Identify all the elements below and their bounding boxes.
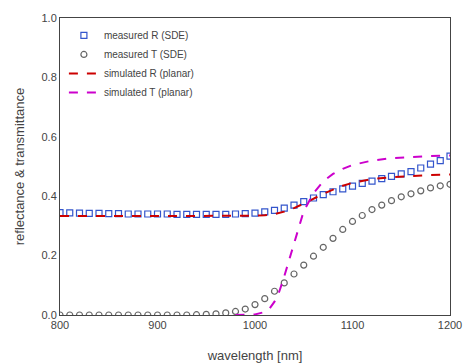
svg-text:0.0: 0.0 [42, 309, 57, 321]
svg-text:0.8: 0.8 [42, 71, 57, 83]
svg-text:measured R (SDE): measured R (SDE) [104, 30, 188, 41]
svg-text:1.0: 1.0 [42, 12, 57, 24]
svg-text:wavelength [nm]: wavelength [nm] [207, 348, 303, 363]
svg-text:0.6: 0.6 [42, 131, 57, 143]
svg-text:simulated R (planar): simulated R (planar) [104, 68, 194, 79]
svg-text:1000: 1000 [243, 319, 267, 331]
svg-text:900: 900 [148, 319, 166, 331]
svg-text:reflectance & transmittance: reflectance & transmittance [12, 88, 27, 246]
svg-text:1200: 1200 [438, 319, 462, 331]
svg-text:0.4: 0.4 [42, 190, 57, 202]
svg-text:800: 800 [51, 319, 69, 331]
svg-text:simulated T (planar): simulated T (planar) [104, 87, 193, 98]
svg-text:measured T (SDE): measured T (SDE) [104, 49, 187, 60]
svg-text:1100: 1100 [341, 319, 365, 331]
svg-text:0.2: 0.2 [42, 249, 57, 261]
